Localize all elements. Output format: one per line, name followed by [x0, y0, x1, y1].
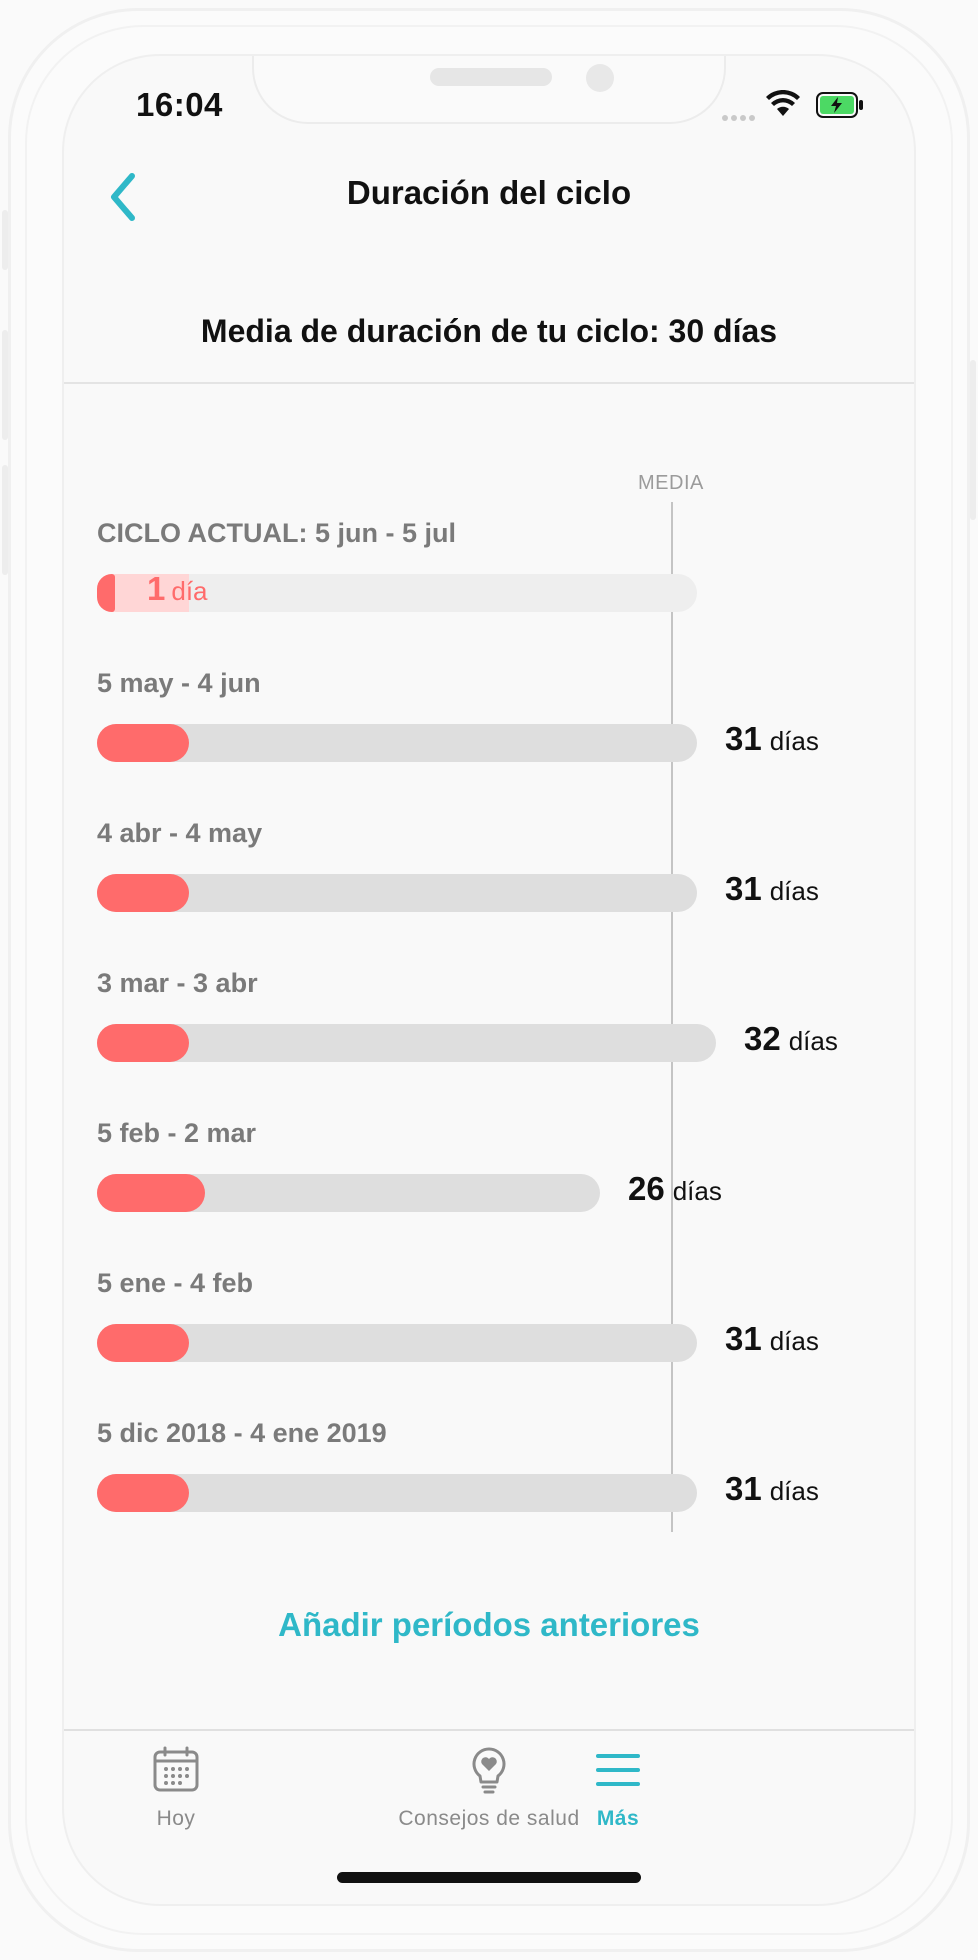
side-button-volume-down [2, 465, 8, 575]
divider [64, 382, 914, 384]
menu-icon [596, 1754, 640, 1786]
wifi-icon [766, 90, 800, 116]
cycle-date-range: 5 dic 2018 - 4 ene 2019 [97, 1418, 387, 1448]
add-previous-periods-link[interactable]: Añadir períodos anteriores [64, 1606, 914, 1644]
speaker [430, 68, 552, 86]
calendar-icon [153, 1746, 199, 1792]
current-cycle-value: 1 día [147, 570, 208, 607]
tab-bar-divider [64, 1729, 914, 1731]
period-fill [97, 1024, 189, 1062]
app-screen: 16:04 Duración del ciclo Media de duraci… [64, 56, 914, 1904]
home-indicator [337, 1872, 641, 1883]
period-fill [97, 1324, 189, 1362]
cycle-length-value: 32 días [744, 1020, 838, 1057]
cycle-length-value: 31 días [725, 1320, 819, 1357]
tab-hoy-label: Hoy [156, 1807, 196, 1830]
cycle-date-range: 5 ene - 4 feb [97, 1268, 254, 1298]
chevron-left-icon [111, 173, 135, 221]
cycle-bar-track [97, 874, 697, 912]
front-camera [586, 64, 614, 92]
period-fill [97, 1174, 205, 1212]
period-fill [97, 724, 189, 762]
cycle-length-value: 31 días [725, 1470, 819, 1507]
cellular-signal-icon [722, 108, 758, 126]
average-line [671, 502, 673, 1532]
side-button-silent [2, 210, 8, 270]
tab-mas-label: Más [596, 1807, 640, 1830]
cycle-bar-track [97, 1474, 697, 1512]
notch [252, 56, 726, 124]
current-cycle-fill [97, 574, 115, 612]
cycle-date-range: 5 feb - 2 mar [97, 1118, 257, 1148]
cycle-bar-track [97, 1174, 600, 1212]
tab-consejos-de-salud[interactable]: Consejos de salud [359, 1746, 619, 1831]
tab-hoy[interactable]: Hoy [64, 1746, 306, 1831]
period-fill [97, 874, 189, 912]
lightbulb-heart-icon [472, 1747, 506, 1794]
cycle-date-range: 4 abr - 4 may [97, 818, 263, 848]
battery-charging-icon [816, 92, 863, 118]
tab-mas[interactable]: Más [488, 1746, 748, 1831]
status-time: 16:04 [136, 86, 223, 123]
cycle-bar-track [97, 1324, 697, 1362]
page-title: Duración del ciclo [346, 174, 632, 211]
cycle-bar-track [97, 1024, 716, 1062]
cycle-length-value: 26 días [628, 1170, 722, 1207]
current-cycle-label: CICLO ACTUAL: 5 jun - 5 jul [97, 518, 456, 548]
side-button-volume-up [2, 330, 8, 440]
side-button-power [970, 360, 976, 520]
average-summary: Media de duración de tu ciclo: 30 días [200, 313, 778, 349]
cycle-length-value: 31 días [725, 720, 819, 757]
average-label: MEDIA [638, 472, 704, 494]
tab-consejos-label: Consejos de salud [398, 1807, 580, 1830]
phone-frame-inner [25, 25, 953, 1935]
back-button[interactable] [102, 168, 150, 226]
cycle-date-range: 5 may - 4 jun [97, 668, 261, 698]
current-cycle-track: 1 día [97, 570, 697, 612]
cycle-bar-track [97, 724, 697, 762]
period-fill [97, 1474, 189, 1512]
cycle-length-value: 31 días [725, 870, 819, 907]
cycle-date-range: 3 mar - 3 abr [97, 968, 258, 998]
